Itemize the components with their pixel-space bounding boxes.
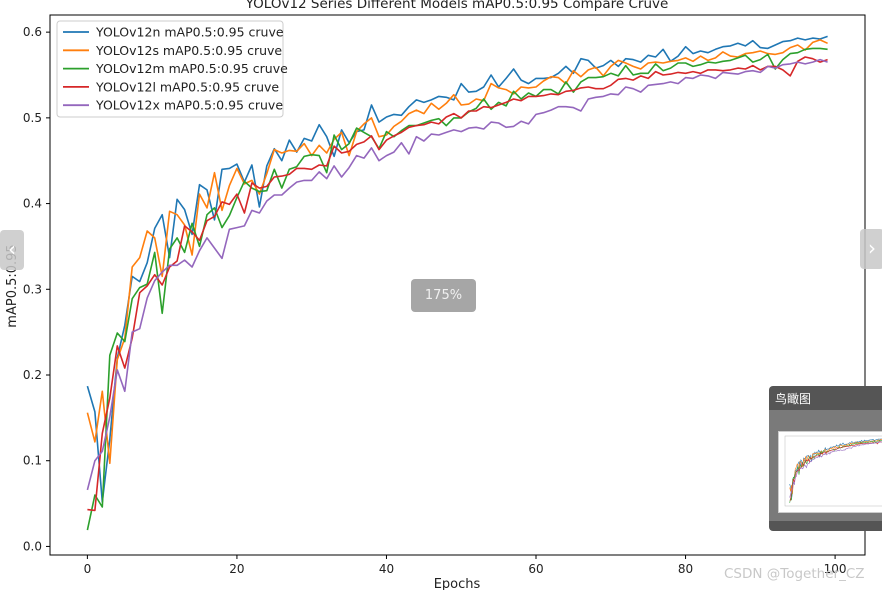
x-tick-label: 60 xyxy=(528,562,543,576)
overview-thumbnail-line xyxy=(789,438,882,495)
series-line-5 xyxy=(86,58,828,491)
y-tick-label: 0.2 xyxy=(23,368,42,382)
overview-thumbnail-line xyxy=(789,438,882,500)
y-tick-label: 0.0 xyxy=(23,539,42,553)
legend-label: YOLOv12x mAP0.5:0.95 cruve xyxy=(95,98,283,113)
legend-label: YOLOv12n mAP0.5:0.95 cruve xyxy=(95,25,284,40)
x-tick-label: 0 xyxy=(84,562,92,576)
watermark: CSDN @Together_CZ xyxy=(724,566,865,582)
y-tick-label: 0.3 xyxy=(23,282,42,296)
series-line-3 xyxy=(86,47,828,531)
y-axis: 0.0 0.1 0.2 0.3 0.4 0.5 0.6 xyxy=(23,25,50,553)
zoom-level-indicator: 175% xyxy=(411,279,476,312)
series-line-2 xyxy=(86,39,828,465)
chart-legend: YOLOv12n mAP0.5:0.95 cruve YOLOv12s mAP0.… xyxy=(56,20,288,118)
y-tick-label: 0.4 xyxy=(23,197,42,211)
chart-title: YOLOv12 Series Different Models mAP0.5:0… xyxy=(245,0,669,12)
x-axis-label: Epochs xyxy=(434,577,481,590)
series-line-4 xyxy=(87,56,828,512)
y-tick-label: 0.5 xyxy=(23,111,42,125)
overview-thumbnail[interactable] xyxy=(778,431,882,513)
next-image-button[interactable]: › xyxy=(860,229,882,269)
previous-image-button[interactable]: ‹ xyxy=(0,230,24,270)
overview-thumbnail-chart xyxy=(784,435,882,507)
x-axis: 0 20 40 60 80 100 xyxy=(84,555,847,576)
x-tick-label: 100 xyxy=(824,562,847,576)
overview-thumbnail-frame xyxy=(784,435,882,507)
legend-label: YOLOv12m mAP0.5:0.95 cruve xyxy=(95,61,288,76)
plot-area xyxy=(86,35,828,531)
chevron-right-icon: › xyxy=(868,236,876,260)
chevron-left-icon: ‹ xyxy=(8,237,16,261)
axes-frame xyxy=(49,14,866,556)
overview-title: 鸟瞰图 xyxy=(775,392,812,406)
x-tick-label: 80 xyxy=(678,562,693,576)
y-tick-label: 0.6 xyxy=(23,25,42,39)
overview-thumbnail-line xyxy=(789,441,882,498)
x-tick-label: 40 xyxy=(379,562,394,576)
overview-thumbnail-line xyxy=(789,440,882,503)
y-tick-label: 0.1 xyxy=(23,454,42,468)
legend-label: YOLOv12s mAP0.5:0.95 cruve xyxy=(95,43,282,58)
legend-box xyxy=(56,20,284,118)
legend-label: YOLOv12l mAP0.5:0.95 cruve xyxy=(95,79,279,94)
x-tick-label: 20 xyxy=(229,562,244,576)
overview-panel[interactable]: 鸟瞰图 xyxy=(769,386,882,531)
overview-thumbnail-line xyxy=(789,441,882,501)
series-line-1 xyxy=(86,35,828,503)
